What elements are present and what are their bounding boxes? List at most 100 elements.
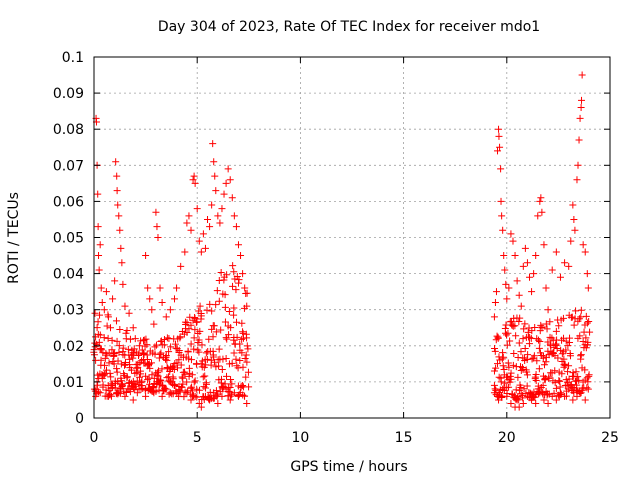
data-point [565, 385, 573, 393]
data-point [572, 368, 580, 376]
data-point [222, 385, 230, 393]
data-point [150, 389, 158, 397]
data-point [189, 176, 197, 184]
data-point [509, 361, 517, 369]
data-point [230, 349, 238, 357]
data-point [490, 313, 498, 321]
data-point [234, 241, 242, 249]
data-point [572, 377, 580, 385]
data-point [230, 212, 238, 220]
y-tick-label: 0.05 [53, 231, 84, 247]
data-point [244, 368, 252, 376]
data-point [114, 378, 122, 386]
data-point [193, 205, 201, 213]
data-point [499, 226, 507, 234]
data-point [212, 328, 220, 336]
data-point [142, 335, 150, 343]
data-point [225, 307, 233, 315]
data-point [219, 355, 227, 363]
data-point [188, 387, 196, 395]
data-point [134, 363, 142, 371]
data-point [143, 341, 151, 349]
data-point [173, 284, 181, 292]
data-point [574, 373, 582, 381]
data-point [490, 381, 498, 389]
data-point [94, 223, 102, 231]
data-point [228, 359, 236, 367]
data-point [491, 385, 499, 393]
data-point [183, 389, 191, 397]
data-point [236, 356, 244, 364]
data-point [113, 368, 121, 376]
data-point [117, 244, 125, 252]
data-point [517, 348, 525, 356]
y-tick-label: 0.02 [53, 339, 84, 355]
data-point [221, 303, 229, 311]
data-point [215, 362, 223, 370]
data-point [135, 342, 143, 350]
data-point [220, 276, 228, 284]
data-point [121, 392, 129, 400]
data-point [530, 270, 538, 278]
data-point [163, 356, 171, 364]
data-point [100, 306, 108, 314]
data-point [562, 346, 570, 354]
data-point [175, 347, 183, 355]
data-point [145, 361, 153, 369]
data-point [175, 356, 183, 364]
data-point [574, 161, 582, 169]
data-point [191, 326, 199, 334]
data-point [110, 350, 118, 358]
data-point [501, 379, 509, 387]
data-point [223, 335, 231, 343]
data-point [490, 367, 498, 375]
data-point [499, 385, 507, 393]
data-point [569, 201, 577, 209]
data-point [158, 298, 166, 306]
x-tick-label: 25 [601, 430, 619, 446]
data-point [528, 396, 536, 404]
data-point [523, 371, 531, 379]
data-point [138, 346, 146, 354]
data-point [512, 386, 520, 394]
y-tick-label: 0.1 [62, 50, 84, 66]
data-point [99, 349, 107, 357]
data-point [178, 383, 186, 391]
data-point [121, 358, 129, 366]
data-point [94, 190, 102, 198]
data-point [505, 284, 513, 292]
data-point [101, 361, 109, 369]
data-point [209, 140, 217, 148]
data-point [495, 125, 503, 133]
data-point [234, 392, 242, 400]
data-point [521, 320, 529, 328]
data-point [497, 197, 505, 205]
data-point [210, 158, 218, 166]
data-point [187, 340, 195, 348]
data-point [157, 337, 165, 345]
data-point [155, 354, 163, 362]
data-point [582, 344, 590, 352]
data-point [230, 304, 238, 312]
data-point [584, 284, 592, 292]
data-point [540, 396, 548, 404]
data-point [97, 284, 105, 292]
y-tick-label: 0.07 [53, 158, 84, 174]
data-point [524, 351, 532, 359]
data-point [519, 335, 527, 343]
data-point [214, 212, 222, 220]
data-point [167, 343, 175, 351]
data-point [166, 306, 174, 314]
data-point [507, 230, 515, 238]
data-point [532, 377, 540, 385]
data-point [106, 369, 114, 377]
data-point [533, 357, 541, 365]
data-point [575, 136, 583, 144]
data-point [227, 392, 235, 400]
data-point [158, 392, 166, 400]
data-point [519, 394, 527, 402]
data-point [115, 342, 123, 350]
data-point [555, 322, 563, 330]
data-point [552, 248, 560, 256]
data-point [98, 298, 106, 306]
